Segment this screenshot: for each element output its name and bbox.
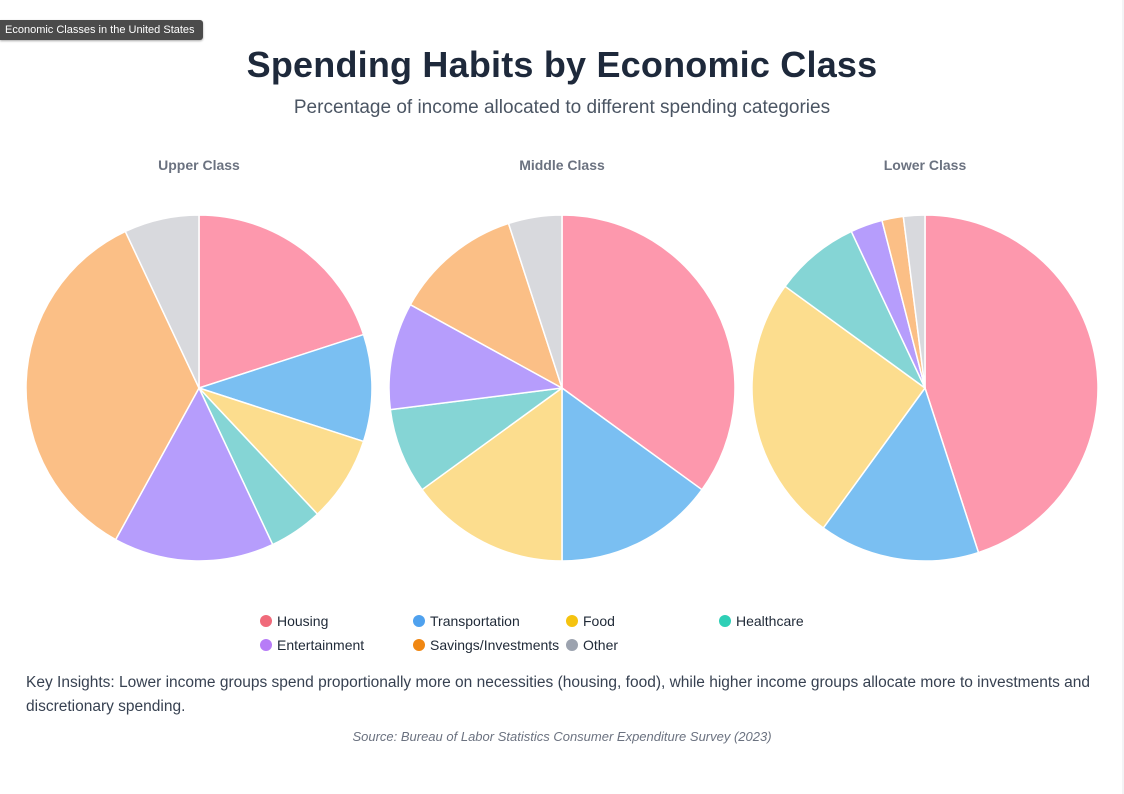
pie-slice-middle-class-other[interactable] [507, 214, 563, 389]
pie-slice-lower-class-transportation[interactable] [822, 387, 980, 562]
pie-slice-upper-class-other[interactable] [124, 214, 200, 389]
chart-subtitle: Percentage of income allocated to differ… [293, 97, 831, 118]
pie-slice-middle-class-housing[interactable] [561, 214, 736, 491]
pie-slice-middle-class-food[interactable] [421, 387, 563, 562]
legend-label-savings-investments: Savings/Investments [430, 637, 560, 653]
legend-label-other: Other [583, 637, 619, 653]
legend-item-food[interactable]: Food [566, 611, 615, 631]
pie-title-middle-class: Middle Class [519, 157, 605, 173]
pie-slice-middle-class-transportation[interactable] [561, 387, 703, 562]
legend-item-entertainment[interactable]: Entertainment [260, 635, 364, 655]
pie-title-upper-class: Upper Class [158, 157, 240, 173]
source-note: Source: Bureau of Labor Statistics Consu… [352, 729, 772, 744]
legend-label-healthcare: Healthcare [736, 613, 804, 629]
pie-chart-upper-class: Upper Class [25, 157, 373, 562]
pie-slice-middle-class-savings-investments[interactable] [409, 222, 563, 389]
legend-label-entertainment: Entertainment [277, 637, 365, 653]
page-edge [1122, 0, 1124, 794]
key-insights: Key Insights: Lower income groups spend … [26, 674, 1091, 715]
legend-label-transportation: Transportation [430, 613, 520, 629]
legend-swatch-entertainment [260, 639, 272, 652]
legend-label-housing: Housing [277, 613, 329, 629]
pie-slice-lower-class-other[interactable] [902, 214, 926, 389]
pie-title-lower-class: Lower Class [884, 157, 967, 173]
legend-swatch-other [566, 639, 578, 652]
legend-item-housing[interactable]: Housing [260, 611, 328, 631]
pie-slice-upper-class-savings-investments[interactable] [25, 230, 200, 541]
legend-item-savings-investments[interactable]: Savings/Investments [413, 635, 559, 655]
page-tooltip: Economic Classes in the United States [0, 20, 203, 40]
legend-item-other[interactable]: Other [566, 635, 618, 655]
pie-slice-middle-class-entertainment[interactable] [388, 303, 563, 411]
legend-swatch-transportation [413, 615, 425, 628]
pie-charts: Upper Class Middle Class Lower Class [25, 157, 1099, 562]
legend-label-food: Food [583, 613, 615, 629]
pie-slice-upper-class-housing[interactable] [198, 214, 365, 389]
pie-chart-middle-class: Middle Class [388, 157, 736, 562]
legend-swatch-savings-investments [413, 639, 425, 652]
pie-slice-lower-class-housing[interactable] [924, 214, 1099, 554]
pie-slice-lower-class-food[interactable] [751, 285, 926, 529]
pie-slice-upper-class-transportation[interactable] [198, 333, 373, 443]
chart-title: Spending Habits by Economic Class [246, 44, 878, 85]
legend-swatch-food [566, 615, 578, 628]
legend-item-transportation[interactable]: Transportation [413, 611, 520, 631]
legend-swatch-healthcare [719, 615, 731, 628]
pie-chart-lower-class: Lower Class [751, 157, 1099, 562]
legend-swatch-housing [260, 615, 272, 628]
pie-slice-upper-class-entertainment[interactable] [114, 387, 274, 562]
legend-item-healthcare[interactable]: Healthcare [719, 611, 804, 631]
